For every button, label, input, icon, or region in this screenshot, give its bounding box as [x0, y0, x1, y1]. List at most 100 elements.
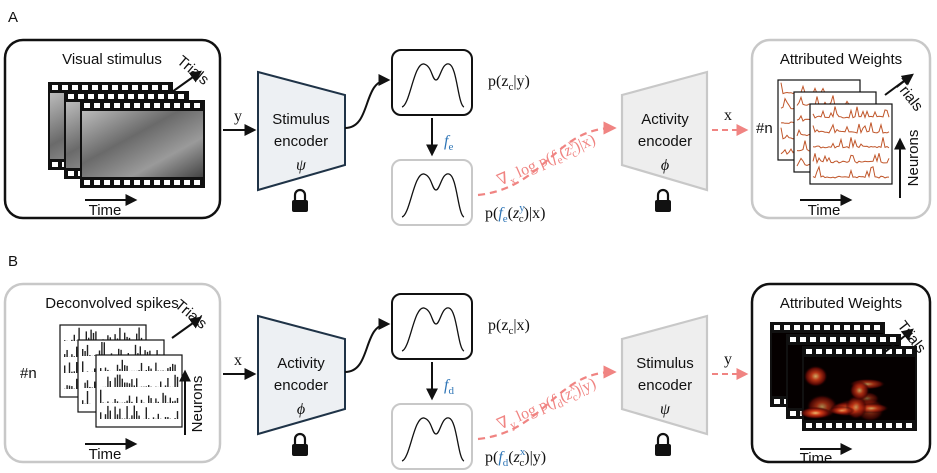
film-hole: [834, 325, 840, 330]
spike-bar: [148, 366, 149, 371]
output-title: Attributed Weights: [780, 51, 902, 68]
spike-bar: [146, 370, 147, 371]
variable-label: y: [234, 108, 242, 125]
spike-bar: [84, 383, 85, 388]
spike-bar: [66, 385, 67, 389]
variable-label: x: [234, 352, 242, 369]
spike-bar: [126, 366, 127, 371]
film-hole: [774, 325, 780, 330]
spike-bar: [122, 360, 123, 371]
arrow: [345, 80, 388, 128]
spike-bar: [117, 414, 118, 419]
film-hole: [826, 349, 832, 354]
film-hole: [52, 162, 58, 167]
spike-bar: [131, 415, 132, 419]
encoder-name: Activity: [641, 111, 689, 128]
spike-bar: [141, 363, 142, 371]
spike-bar: [174, 401, 175, 403]
spike-bar: [119, 409, 120, 419]
spike-bar: [165, 385, 166, 387]
film-hole: [124, 180, 130, 185]
film-hole: [154, 103, 160, 108]
arrow: [345, 324, 388, 372]
axis-label: Neurons: [189, 376, 206, 433]
spike-bar: [158, 402, 159, 403]
spike-bar: [172, 401, 173, 403]
spike-bar: [131, 402, 132, 403]
film-hole: [118, 94, 124, 99]
lock-body: [655, 444, 671, 456]
film-hole: [804, 325, 810, 330]
encoder-symbol: ϕ: [297, 401, 305, 418]
spike-bar: [146, 407, 147, 419]
formula-part: )|x): [524, 205, 546, 222]
spike-bar: [105, 414, 106, 419]
film-hole: [844, 325, 850, 330]
film-hole: [810, 337, 816, 342]
spike-bar: [104, 342, 105, 356]
film-hole: [826, 423, 832, 428]
panel-label: A: [8, 9, 18, 26]
film-hole: [138, 94, 144, 99]
spike-bar: [126, 383, 127, 387]
film-hole: [874, 325, 880, 330]
film-hole: [174, 103, 180, 108]
variable-label: y: [724, 351, 732, 368]
film-hole: [886, 423, 892, 428]
film-hole: [92, 85, 98, 90]
film-hole: [154, 180, 160, 185]
film-hole: [854, 325, 860, 330]
diagram: AVisual stimulusTrialsTimeyStimulusencod…: [0, 0, 937, 473]
encoder-name: Stimulus: [636, 355, 694, 372]
spike-bar: [107, 401, 108, 403]
spike-bar: [165, 417, 166, 419]
spike-bar: [117, 401, 118, 403]
film-hole: [896, 423, 902, 428]
spike-bar: [94, 355, 95, 356]
lock-shackle: [658, 190, 668, 200]
formula-part: d: [448, 385, 454, 397]
variable-label: x: [724, 107, 732, 124]
spike-bar: [69, 386, 70, 389]
input-title: Visual stimulus: [62, 51, 162, 68]
page: {"panels": [ {"label": "A", "input": {"t…: [0, 0, 937, 473]
spike-bar: [74, 371, 75, 373]
heat-blob: [849, 381, 869, 401]
film-hole: [68, 171, 74, 176]
spike-bar: [136, 411, 137, 419]
time-label: Time: [808, 202, 841, 219]
film-hole: [876, 423, 882, 428]
lock-shackle: [658, 434, 668, 444]
film-hole: [134, 180, 140, 185]
film-hole: [840, 337, 846, 342]
spike-bar: [129, 396, 130, 403]
formula: p(zc|y): [488, 73, 530, 93]
film-hole: [88, 94, 94, 99]
spike-bar: [150, 398, 151, 403]
spike-bar: [158, 414, 159, 419]
film-hole: [850, 337, 856, 342]
encoder-symbol: ψ: [660, 401, 671, 418]
spike-bar: [131, 379, 132, 387]
spike-bar: [102, 402, 103, 403]
spike-bar: [136, 397, 137, 403]
spike-bar: [174, 375, 175, 387]
film-hole: [846, 423, 852, 428]
film-hole: [104, 180, 110, 185]
spike-bar: [126, 406, 127, 419]
heat-blob: [803, 365, 828, 387]
spike-bar: [105, 368, 106, 371]
film-image: [82, 111, 203, 177]
film-hole: [132, 85, 138, 90]
time-label: Time: [89, 202, 122, 219]
film-hole: [856, 423, 862, 428]
spike-bar: [138, 416, 139, 419]
film-hole: [134, 103, 140, 108]
film-hole: [112, 85, 118, 90]
film-hole: [124, 103, 130, 108]
spike-bar: [84, 351, 85, 356]
film-hole: [870, 337, 876, 342]
spike-bar: [74, 335, 75, 341]
film-hole: [194, 103, 200, 108]
film-hole: [152, 85, 158, 90]
